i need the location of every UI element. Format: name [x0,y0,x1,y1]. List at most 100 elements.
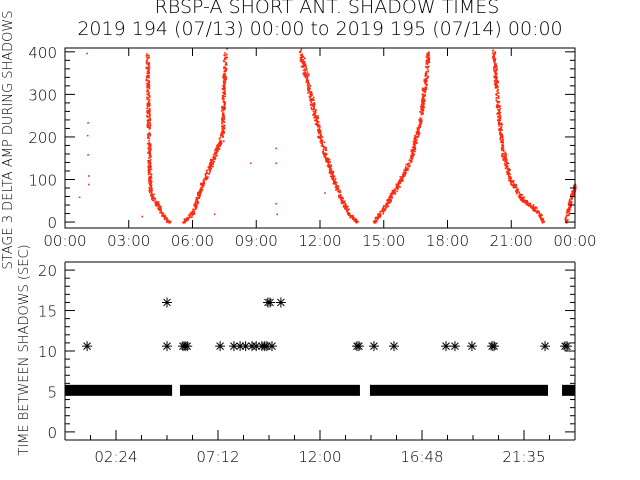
data-point [324,192,326,194]
data-point [149,179,152,181]
asterisk-marker [540,341,551,352]
data-point [222,109,225,112]
data-point [212,165,214,168]
top-x-tick-label: 15:00 [362,232,405,250]
asterisk-marker [162,297,172,308]
asterisk-marker [466,341,477,352]
data-point [427,69,429,71]
data-point [422,97,425,99]
bottom-y-tick-label: 15 [38,303,57,321]
data-point [571,192,573,194]
data-point [342,206,345,208]
data-point [379,215,381,218]
data-point [495,79,498,82]
data-point [184,220,187,222]
data-point [514,184,516,186]
data-point [502,159,504,161]
data-point [189,215,191,218]
data-point [502,139,504,142]
data-point [146,103,149,105]
data-point [219,136,222,139]
data-point [335,187,338,190]
data-point [421,107,424,110]
data-point [422,96,425,98]
data-point [148,104,151,107]
data-point [568,207,570,210]
data-point [382,211,385,213]
data-point [424,95,426,97]
data-point [505,158,508,161]
data-point [389,196,392,198]
data-point [500,140,503,143]
data-point [418,120,421,123]
top-y-tick-label: 100 [28,171,57,189]
data-point [157,205,160,207]
data-point [200,186,202,189]
data-point [147,151,150,153]
data-point [496,105,498,107]
data-point [155,205,158,207]
data-point [314,123,317,125]
data-point [498,125,500,127]
data-point [401,180,404,182]
data-point [212,154,215,156]
data-point [420,118,423,121]
data-point [221,120,224,122]
data-point [146,77,148,79]
data-point [497,123,500,125]
data-point [421,98,423,100]
data-point [146,85,149,87]
data-point [304,70,307,72]
data-point [534,210,536,213]
data-point [414,144,416,146]
data-point [199,191,201,194]
data-point [147,165,150,168]
data-point [151,189,153,192]
data-point [326,165,329,167]
data-point [149,177,151,179]
data-point [325,158,328,161]
data-point [86,52,88,55]
data-point [391,192,394,195]
data-point [221,130,223,133]
data-point [205,175,207,178]
data-point [146,59,148,61]
data-point [307,73,310,75]
data-point [417,132,420,135]
data-point [147,169,150,171]
data-point [146,142,149,145]
chart-subtitle: 2019 194 (07/13) 00:00 to 2019 195 (07/1… [77,18,562,40]
data-point [300,57,303,60]
data-point [149,126,151,129]
data-point [420,107,422,110]
data-point [205,170,208,172]
data-point [202,180,205,182]
data-point [304,72,307,75]
data-point [425,71,427,74]
data-point [376,216,378,219]
data-point [498,121,500,123]
data-point [331,174,334,176]
data-point [182,221,184,224]
data-point [499,116,502,119]
data-point [335,189,337,191]
data-point [500,147,503,149]
data-point [496,99,498,102]
data-point [391,196,393,199]
data-point [504,160,506,163]
data-point [149,145,151,148]
data-point [402,173,404,176]
data-point [394,189,397,191]
data-point [313,105,315,107]
data-point [519,196,522,198]
data-point [497,103,499,106]
data-point [538,214,541,217]
data-point [514,185,517,188]
data-point [376,220,378,222]
data-point [422,100,424,103]
data-point [340,196,342,199]
data-point [148,168,151,170]
data-point [222,94,224,97]
data-point [570,202,573,204]
data-point [198,191,200,193]
